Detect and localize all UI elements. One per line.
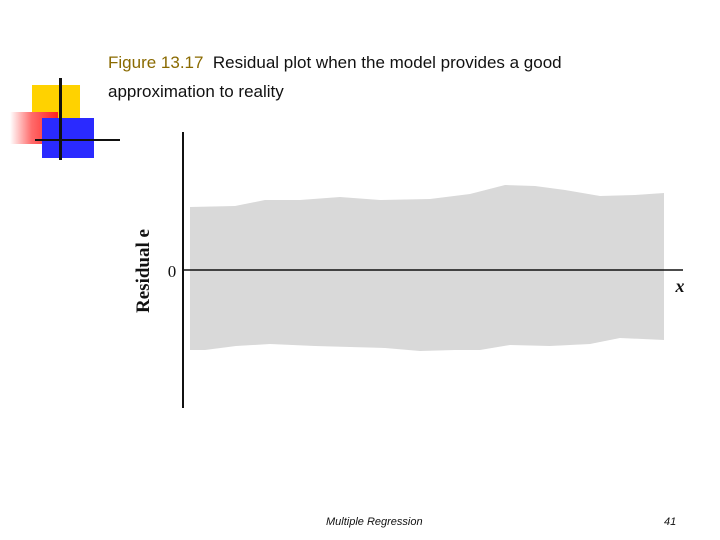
decor-vertical-line [59,78,62,160]
figure-label: Figure 13.17 [108,53,204,72]
zero-tick-label: 0 [168,262,177,281]
decor-blue-square [42,118,94,158]
page-number: 41 [664,516,677,528]
figure-caption: Figure 13.17 Residual plot when the mode… [108,48,668,106]
decor-horizontal-line [35,139,120,141]
x-axis-label: x [675,276,685,296]
y-axis-label: Residual e [133,229,154,313]
caption-text: Residual plot when the model provides a … [108,53,562,101]
footer-title: Multiple Regression [326,516,423,528]
residual-band [190,185,664,351]
